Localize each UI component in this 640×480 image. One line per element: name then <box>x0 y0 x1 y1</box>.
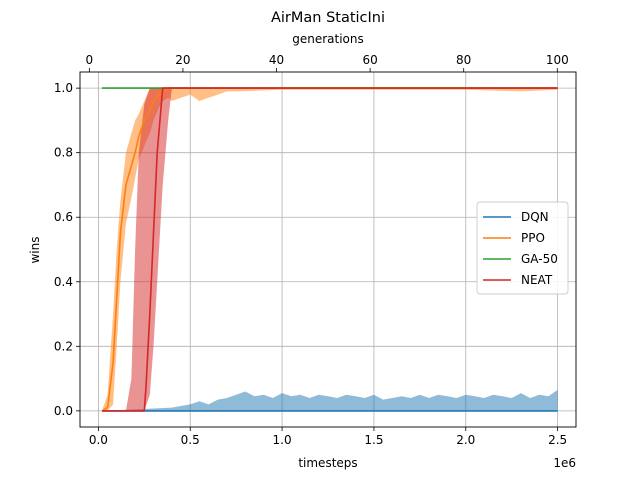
legend-box <box>476 201 569 295</box>
legend: DQN PPO GA-50 NEAT <box>476 201 569 295</box>
legend-label-ga-50: GA-50 <box>521 252 558 266</box>
top-x-axis: 0 20 40 60 80 100 <box>86 53 569 72</box>
top-axis-label: generations <box>292 32 364 46</box>
y-tick-label-0: 0.0 <box>54 404 73 418</box>
top-tick-label-5: 100 <box>546 53 569 67</box>
confidence-bands <box>102 88 558 411</box>
plot-frame <box>79 71 577 428</box>
x-tick-label-2: 1.0 <box>273 433 292 447</box>
x-tick-label-5: 2.5 <box>548 433 567 447</box>
series-line-neat <box>102 87 558 412</box>
x-offset-text: 1e6 <box>553 456 576 470</box>
chart-title: AirMan StaticIni <box>271 10 385 26</box>
y-tick-label-3: 0.6 <box>54 210 73 224</box>
x-tick-label-4: 2.0 <box>456 433 475 447</box>
series-lines <box>101 87 558 412</box>
y-axis: 0.0 0.2 0.4 0.6 0.8 1.0 <box>54 81 80 418</box>
legend-label-ppo: PPO <box>521 231 545 245</box>
x-tick-label-3: 1.5 <box>364 433 383 447</box>
top-tick-label-4: 80 <box>456 53 471 67</box>
band-neat <box>102 88 558 411</box>
x-tick-label-1: 0.5 <box>181 433 200 447</box>
y-tick-label-4: 0.8 <box>54 146 73 160</box>
top-tick-label-0: 0 <box>86 53 94 67</box>
y-tick-label-2: 0.4 <box>54 275 73 289</box>
top-tick-label-3: 60 <box>362 53 377 67</box>
x-tick-label-0: 0.0 <box>89 433 108 447</box>
x-axis: 0.0 0.5 1.0 1.5 2.0 2.5 <box>89 427 567 447</box>
band-dqn <box>102 389 558 411</box>
y-tick-label-5: 1.0 <box>54 81 73 95</box>
top-tick-label-2: 40 <box>269 53 284 67</box>
y-tick-label-1: 0.2 <box>54 339 73 353</box>
x-axis-label: timesteps <box>298 456 357 470</box>
legend-label-neat: NEAT <box>521 273 553 287</box>
y-axis-label: wins <box>28 236 42 263</box>
top-tick-label-1: 20 <box>175 53 190 67</box>
legend-label-dqn: DQN <box>521 210 549 224</box>
